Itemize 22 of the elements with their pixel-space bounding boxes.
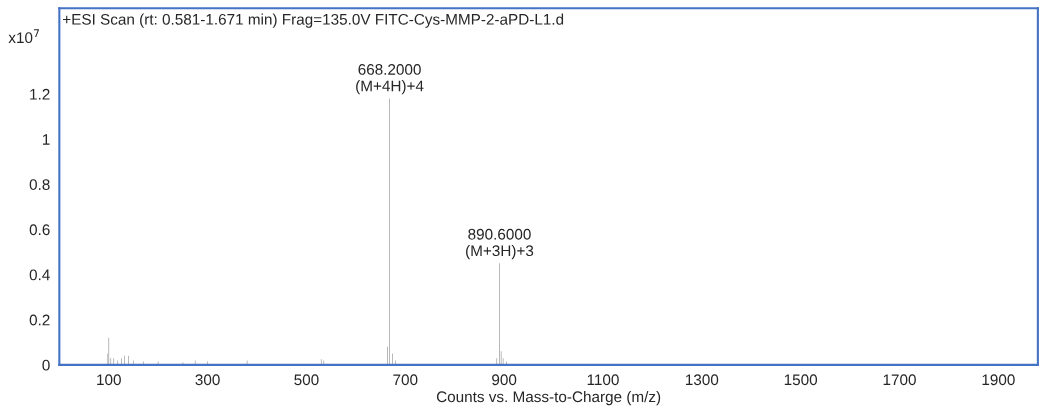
x-tick-label: 1900 [982, 374, 1015, 386]
x-tick-label: 300 [195, 374, 220, 386]
annotation: 890.6000 (M+3H)+3 [466, 228, 534, 260]
x-tick-label: 700 [393, 374, 418, 386]
x-axis-title: Counts vs. Mass-to-Charge (m/z) [436, 390, 661, 406]
y-tick-label: 0.4 [29, 269, 50, 281]
y-tick-label: 0.6 [29, 224, 50, 236]
y-tick-label: 0.2 [29, 314, 50, 326]
y-tick-label: 1 [42, 134, 50, 145]
x-tick-label: 1300 [685, 374, 719, 386]
x-tick-label: 1100 [587, 374, 619, 386]
y-tick-label: 0 [42, 359, 50, 371]
x-tick-label: 500 [294, 374, 319, 386]
annotation: 668.2000 (M+4H)+4 [356, 64, 424, 95]
x-tick-label: 100 [97, 374, 121, 386]
y-tick-label: 1.2 [30, 88, 50, 100]
x-tick-label: 900 [492, 374, 517, 386]
y-axis-title: x10$^{7}$ [8, 29, 39, 44]
x-tick-label: 1500 [784, 374, 818, 386]
chart-title: +ESI Scan (rt: 0.581-1.671 min) Frag=135.0V FITC-Cys-MMP-2-aPD-L1.d [63, 13, 564, 28]
y-tick-label: 0.8 [29, 179, 50, 190]
x-tick-label: 1700 [883, 374, 916, 386]
